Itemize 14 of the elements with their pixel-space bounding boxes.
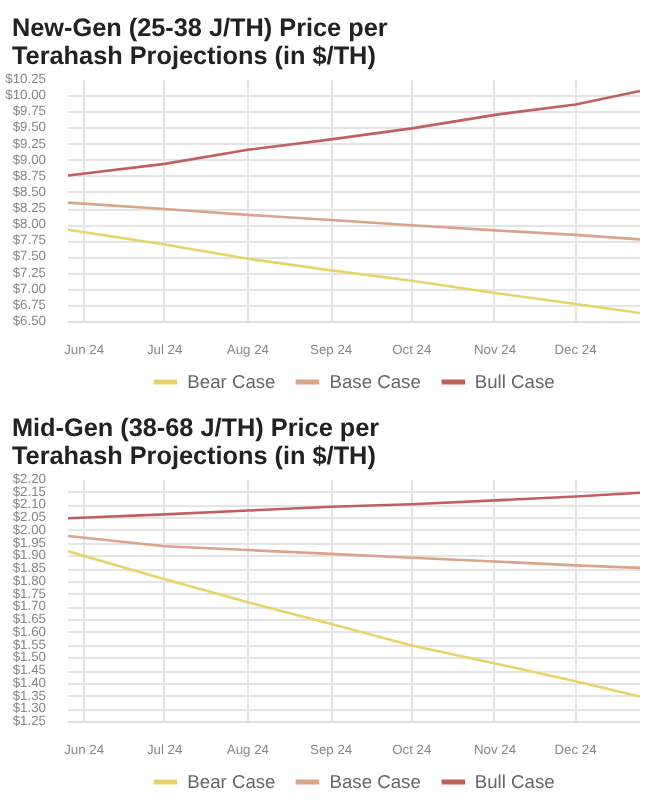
legend-label: Bear Case [187,372,276,392]
line-series [68,550,640,698]
line-series [68,89,640,177]
legend-label: Bull Case [474,372,555,392]
line-series [68,201,640,241]
legend-label: Base Case [329,772,421,792]
line-series [68,228,640,315]
legend-label: Bear Case [187,772,276,792]
chart-title: Mid-Gen (38-68 J/TH) Price per Terahash Projections (in $/TH) [12,414,380,470]
line-series [68,534,640,570]
chart-title: New-Gen (25-38 J/TH) Price per Terahash Projections (in $/TH) [12,14,388,70]
legend-label: Base Case [329,372,421,392]
legend-label: Bull Case [474,772,555,792]
line-series [68,491,640,520]
